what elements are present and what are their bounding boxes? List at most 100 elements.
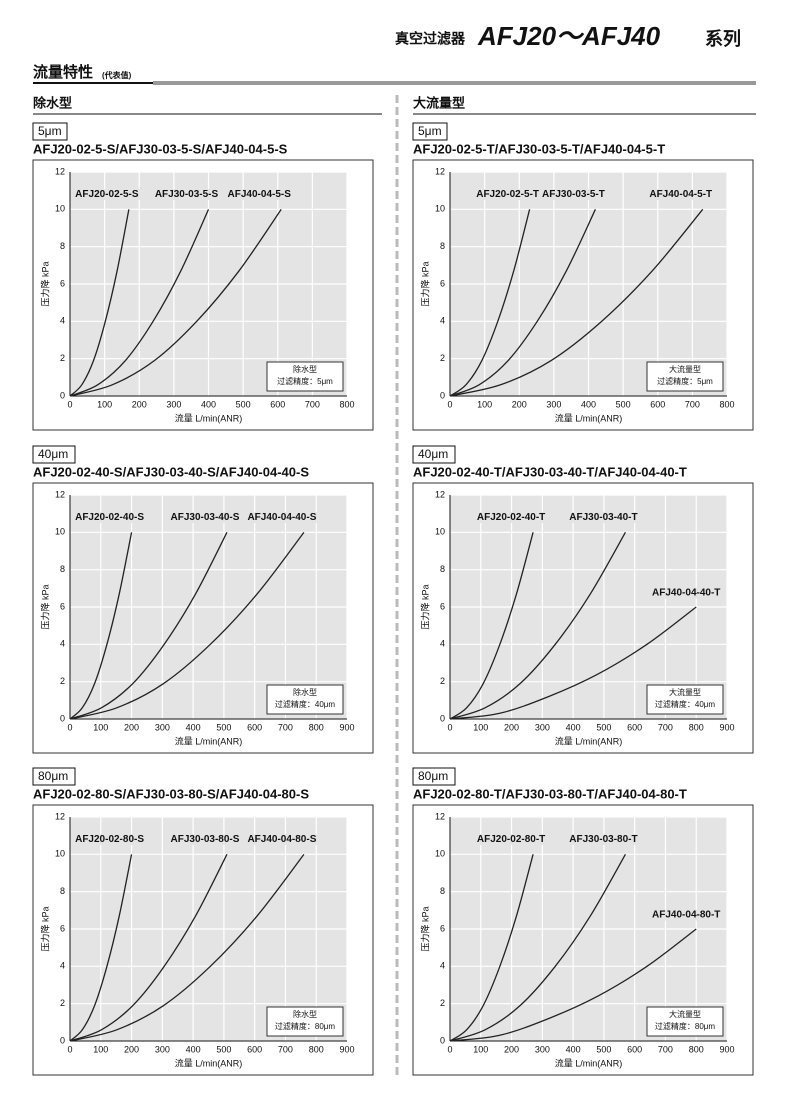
x-tick-label: 600 [270, 399, 285, 409]
y-tick-label: 6 [60, 601, 65, 611]
note-text: 大流量型 [669, 687, 701, 697]
curve [69, 854, 228, 1042]
x-tick-label: 700 [278, 1044, 293, 1054]
y-tick-label: 8 [440, 886, 445, 896]
note-text: 过滤精度：40μm [655, 699, 716, 709]
y-tick-label: 2 [440, 676, 445, 686]
series-label: AFJ20-02-40-T [477, 512, 545, 523]
y-tick-label: 2 [60, 676, 65, 686]
x-axis-label: 流量 L/min(ANR) [175, 735, 243, 746]
series-label: AFJ30-03-5-S [155, 189, 219, 200]
series-label: AFJ30-03-40-T [569, 512, 637, 523]
x-tick-label: 400 [186, 1044, 201, 1054]
x-tick-label: 400 [581, 399, 596, 409]
x-tick-label: 800 [309, 722, 324, 732]
filter-grade: 5μm [38, 124, 62, 138]
x-tick-label: 300 [155, 1044, 170, 1054]
note-box [266, 361, 344, 392]
series-label: AFJ20-02-5-S [75, 189, 139, 200]
x-tick-label: 300 [535, 1044, 550, 1054]
filter-grade: 40μm [418, 447, 448, 461]
x-tick-label: 300 [535, 722, 550, 732]
series-label: AFJ20-02-5-T [476, 189, 539, 200]
curve [69, 208, 282, 397]
curve [449, 208, 704, 397]
x-tick-label: 500 [596, 722, 611, 732]
y-tick-label: 0 [60, 390, 65, 400]
curve [449, 854, 626, 1042]
x-tick-label: 200 [124, 1044, 139, 1054]
y-tick-label: 2 [440, 998, 445, 1008]
x-tick-label: 800 [719, 399, 734, 409]
series-label: AFJ40-04-40-S [247, 512, 316, 523]
note-text: 大流量型 [669, 1009, 701, 1019]
x-tick-label: 0 [67, 399, 72, 409]
x-tick-label: 500 [616, 399, 631, 409]
y-tick-label: 6 [440, 923, 445, 933]
y-tick-label: 0 [440, 713, 445, 723]
series-label-bg [169, 834, 241, 846]
series-label: AFJ40-04-5-S [228, 189, 292, 200]
x-tick-label: 900 [339, 1044, 354, 1054]
y-tick-label: 10 [435, 204, 445, 214]
chart-title: AFJ20-02-80-S/AFJ30-03-80-S/AFJ40-04-80-… [33, 786, 309, 801]
product-name: 真空过滤器 [395, 31, 466, 47]
x-tick-label: 0 [447, 399, 452, 409]
x-tick-label: 300 [546, 399, 561, 409]
x-tick-label: 900 [719, 1044, 734, 1054]
x-tick-label: 600 [650, 399, 665, 409]
x-tick-label: 700 [658, 722, 673, 732]
curve [449, 606, 697, 720]
filter-tag [412, 767, 456, 786]
note-box [266, 1006, 344, 1037]
y-tick-label: 0 [440, 390, 445, 400]
series-label: AFJ30-03-40-S [171, 512, 240, 523]
note-text: 除水型 [293, 364, 317, 374]
y-tick-label: 0 [440, 1035, 445, 1045]
filter-grade: 40μm [38, 447, 68, 461]
y-tick-label: 4 [440, 639, 445, 649]
series-label-bg [74, 834, 146, 846]
filter-grade: 80μm [38, 769, 68, 783]
series-label-bg [169, 512, 241, 524]
series-label-bg [246, 512, 318, 524]
x-tick-label: 600 [247, 1044, 262, 1054]
x-tick-label: 400 [566, 722, 581, 732]
series-label: AFJ30-03-5-T [542, 189, 605, 200]
column-heading: 大流量型 [413, 95, 465, 110]
filter-tag [32, 122, 68, 141]
note-text: 过滤精度：5μm [277, 376, 333, 386]
y-tick-label: 10 [435, 849, 445, 859]
y-tick-label: 4 [60, 961, 65, 971]
series-label: AFJ40-04-40-T [652, 588, 720, 599]
series-label-bg [651, 909, 722, 921]
y-tick-label: 4 [440, 961, 445, 971]
note-box [266, 684, 344, 715]
y-tick-label: 10 [55, 204, 65, 214]
x-tick-label: 400 [201, 399, 216, 409]
x-tick-label: 700 [685, 399, 700, 409]
filter-tag [32, 767, 76, 786]
x-tick-label: 0 [447, 1044, 452, 1054]
curve [449, 532, 626, 720]
y-axis-label: 压力降 kPa [419, 584, 430, 629]
x-tick-label: 300 [166, 399, 181, 409]
series-label: AFJ30-03-80-T [569, 834, 637, 845]
x-axis-label: 流量 L/min(ANR) [555, 735, 623, 746]
x-tick-label: 700 [658, 1044, 673, 1054]
chart-title: AFJ20-02-80-T/AFJ30-03-80-T/AFJ40-04-80-… [413, 786, 687, 801]
y-tick-label: 8 [440, 564, 445, 574]
series-label: AFJ20-02-40-S [75, 512, 144, 523]
series-label-bg [648, 189, 714, 201]
note-text: 除水型 [293, 1009, 317, 1019]
section-bar [153, 81, 756, 85]
x-tick-label: 100 [473, 722, 488, 732]
series-label: AFJ40-04-5-T [649, 189, 712, 200]
x-tick-label: 700 [278, 722, 293, 732]
y-axis-label: 压力降 kPa [419, 261, 430, 306]
y-tick-label: 2 [60, 998, 65, 1008]
y-tick-label: 12 [55, 166, 65, 176]
curve [449, 209, 597, 397]
y-tick-label: 10 [55, 849, 65, 859]
x-axis-label: 流量 L/min(ANR) [175, 412, 243, 423]
